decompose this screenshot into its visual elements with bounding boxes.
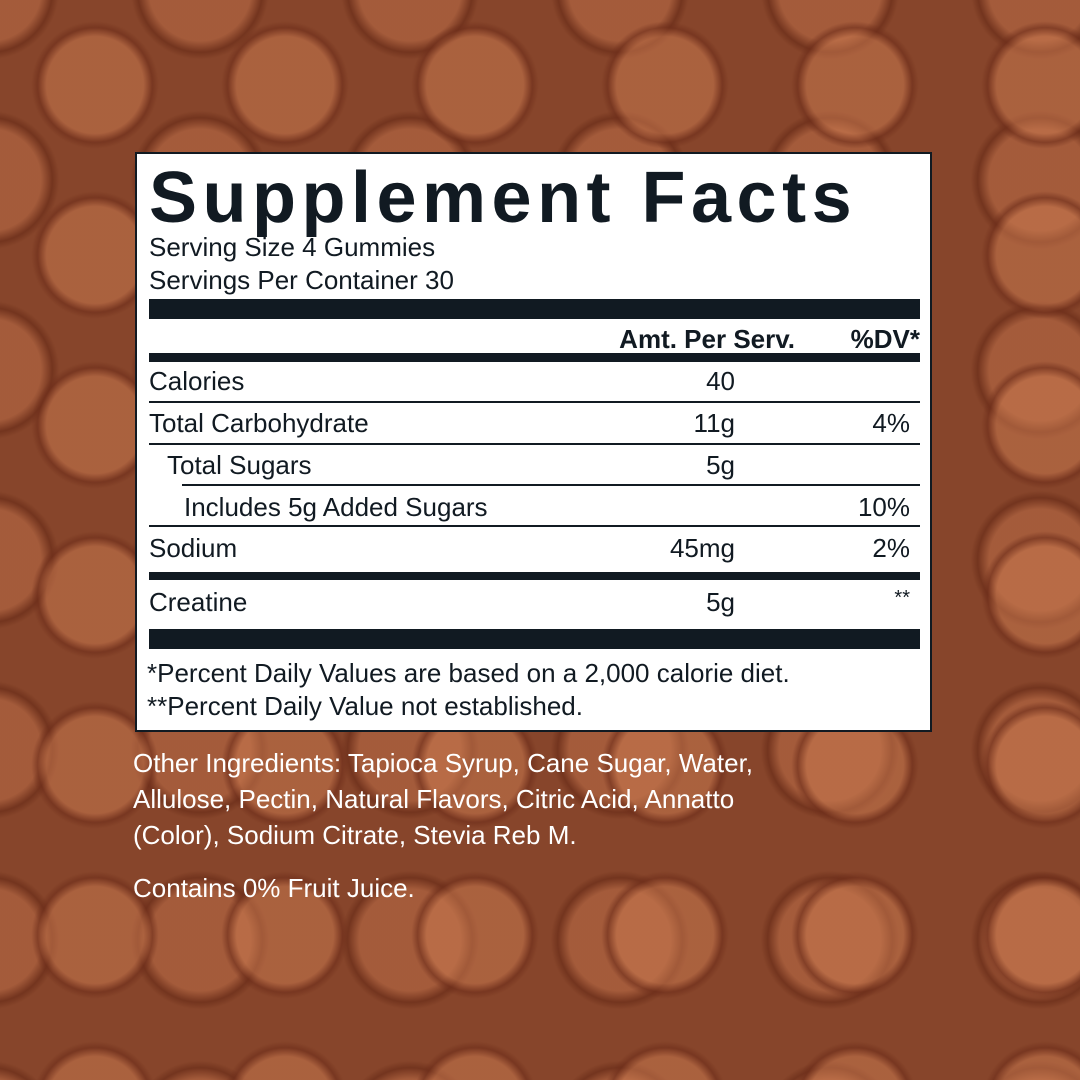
- ingredients-line: (Color), Sodium Citrate, Stevia Reb M.: [133, 820, 577, 850]
- serving-size: Serving Size 4 Gummies: [149, 232, 436, 262]
- footnote: **Percent Daily Value not established.: [147, 691, 583, 721]
- panel-title: Supplement Facts: [149, 158, 858, 238]
- row-amount: 11g: [693, 408, 735, 438]
- row-dv: 10%: [857, 492, 910, 522]
- row-amount: 5g: [706, 587, 735, 617]
- row-name: Includes 5g Added Sugars: [184, 492, 488, 522]
- other-ingredients: Other Ingredients: Tapioca Syrup, Cane S…: [133, 745, 933, 853]
- row-divider: [149, 525, 920, 527]
- thick-divider: [149, 629, 920, 649]
- medium-divider: [149, 572, 920, 580]
- row-amount: 45mg: [669, 533, 735, 563]
- row-dv: 4%: [872, 408, 910, 438]
- row-dv: 2%: [872, 533, 910, 563]
- ingredients-line: Other Ingredients: Tapioca Syrup, Cane S…: [133, 748, 754, 778]
- row-name: Total Sugars: [167, 450, 312, 480]
- servings-per-container: Servings Per Container 30: [149, 265, 454, 295]
- row-divider: [149, 443, 920, 445]
- header-amount: Amt. Per Serv.: [619, 324, 795, 354]
- ingredients-line: Allulose, Pectin, Natural Flavors, Citri…: [133, 784, 735, 814]
- thick-divider: [149, 299, 920, 319]
- row-name: Total Carbohydrate: [149, 408, 369, 438]
- row-name: Sodium: [149, 533, 238, 563]
- header-dv: %DV*: [850, 324, 920, 354]
- row-dv: **: [894, 587, 910, 609]
- row-name: Creatine: [149, 587, 248, 617]
- juice-note: Contains 0% Fruit Juice.: [133, 873, 415, 903]
- row-amount: 5g: [706, 450, 735, 480]
- footnote: *Percent Daily Values are based on a 2,0…: [147, 658, 790, 688]
- row-divider: [182, 484, 920, 486]
- row-amount: 40: [706, 366, 735, 396]
- row-divider: [149, 401, 920, 403]
- row-name: Calories: [149, 366, 245, 396]
- medium-divider: [149, 353, 920, 362]
- supplement-facts-panel: Supplement Facts Serving Size 4 Gummies …: [135, 152, 932, 732]
